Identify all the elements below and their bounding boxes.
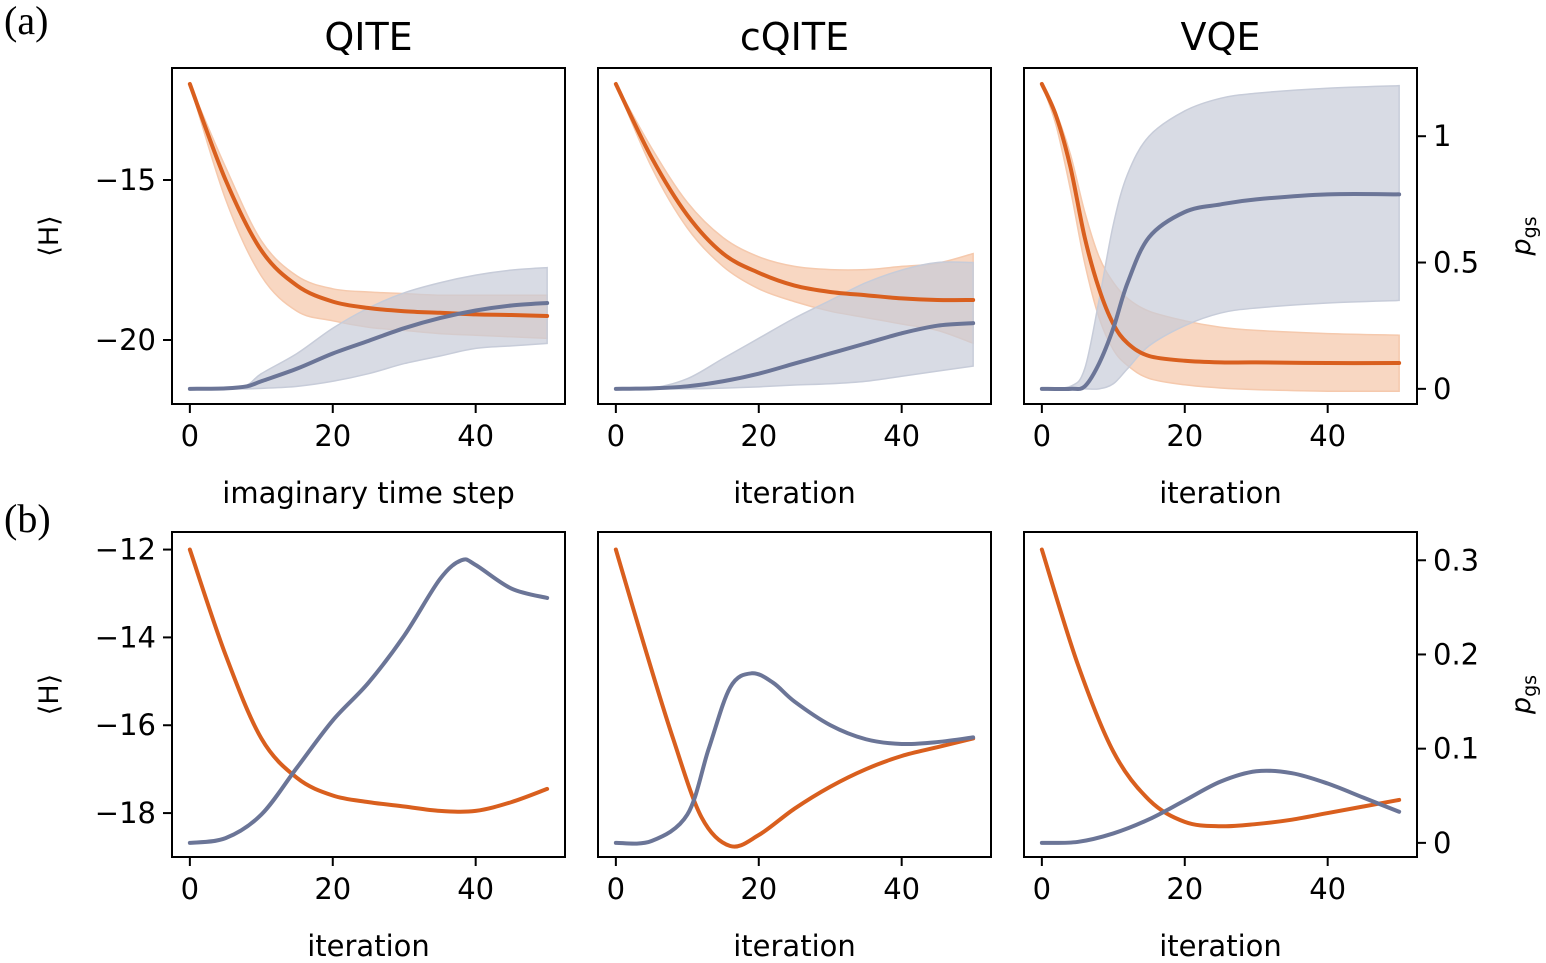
pgs-line: [187, 557, 550, 845]
x-axis-label: iteration: [1159, 476, 1282, 510]
x-tick-label: 20: [740, 872, 777, 906]
ylabel-right-a: pgs: [1506, 216, 1541, 256]
y2-tick-label: 0: [1433, 372, 1451, 406]
y2-tick-label: 0.5: [1433, 246, 1479, 280]
plot-area: [613, 82, 976, 391]
ylabel-left-a: ⟨H⟩: [34, 215, 65, 256]
y2-tick-label: 0: [1433, 826, 1451, 860]
x-tick-label: 20: [314, 872, 351, 906]
y-tick-label: −14: [95, 620, 156, 654]
y2-tick-label: 0.1: [1433, 732, 1479, 766]
chart-b-0: 0 20 40 iteration −12 −14 −16 −18: [95, 531, 566, 963]
x-tick-label: 20: [740, 419, 777, 453]
x-tick-label: 0: [607, 872, 625, 906]
plot-area: [187, 82, 550, 391]
y-tick-label: −18: [95, 796, 156, 830]
x-axis-label: iteration: [1159, 929, 1282, 963]
x-axis-label: iteration: [733, 476, 856, 510]
axes-frame: [597, 67, 992, 405]
panel-label-a: (a): [4, 0, 48, 43]
x-tick-label: 0: [181, 419, 199, 453]
y-tick-label: −15: [95, 163, 156, 197]
x-tick-label: 0: [181, 872, 199, 906]
x-tick-label: 20: [1166, 419, 1203, 453]
x-tick-label: 40: [457, 419, 494, 453]
energy-line: [613, 82, 976, 303]
energy-line: [1039, 82, 1402, 366]
y2-tick-label: 0.2: [1433, 637, 1479, 671]
x-tick-label: 40: [1309, 419, 1346, 453]
panel-label-b: (b): [4, 496, 51, 541]
chart-title: VQE: [1181, 15, 1261, 59]
chart-b-2: 0 20 40 iteration 0 0.1 0.2 0.3: [1023, 531, 1479, 963]
plot-area: [613, 547, 976, 849]
energy-line: [1039, 547, 1402, 829]
axes-frame: [171, 531, 566, 858]
plot-area: [1039, 547, 1402, 845]
pgs-band: [189, 266, 548, 390]
chart-a-0: 0 20 40 imaginary time step −15 −20 QITE: [95, 15, 566, 510]
chart-a-2: 0 20 40 iteration 0 0.5 1 VQE: [1023, 15, 1479, 510]
ylabel-left-b: ⟨H⟩: [34, 674, 65, 715]
energy-line: [187, 547, 550, 814]
axes-frame: [597, 531, 992, 858]
axes-frame: [1023, 67, 1418, 405]
x-tick-label: 40: [883, 872, 920, 906]
x-tick-label: 0: [1033, 872, 1051, 906]
axes-frame: [1023, 531, 1418, 858]
y2-tick-label: 0.3: [1433, 543, 1479, 577]
x-tick-label: 40: [883, 419, 920, 453]
x-tick-label: 0: [1033, 419, 1051, 453]
pgs-line: [1039, 768, 1402, 845]
x-axis-label: iteration: [733, 929, 856, 963]
chart-title: cQITE: [740, 15, 849, 59]
pgs-line: [187, 300, 550, 391]
x-tick-label: 40: [457, 872, 494, 906]
plot-area: [1039, 82, 1402, 393]
pgs-line: [613, 321, 976, 391]
ylabel-right-b: pgs: [1506, 675, 1541, 715]
energy-line: [187, 82, 550, 318]
chart-a-1: 0 20 40 iteration cQITE: [597, 15, 992, 510]
y-tick-label: −16: [95, 708, 156, 742]
x-tick-label: 0: [607, 419, 625, 453]
pgs-line: [1039, 191, 1402, 392]
pgs-line: [613, 671, 976, 846]
y-tick-label: −12: [95, 533, 156, 567]
chart-b-1: 0 20 40 iteration: [597, 531, 992, 963]
energy-line: [613, 547, 976, 849]
y2-tick-label: 1: [1433, 119, 1451, 153]
chart-title: QITE: [324, 15, 412, 59]
x-tick-label: 20: [314, 419, 351, 453]
y-tick-label: −20: [95, 323, 156, 357]
x-axis-label: imaginary time step: [222, 476, 514, 510]
plot-area: [187, 547, 550, 845]
x-axis-label: iteration: [307, 929, 430, 963]
x-tick-label: 20: [1166, 872, 1203, 906]
axes-frame: [171, 67, 566, 405]
x-tick-label: 40: [1309, 872, 1346, 906]
pgs-band: [615, 261, 974, 390]
pgs-band: [1041, 84, 1400, 390]
